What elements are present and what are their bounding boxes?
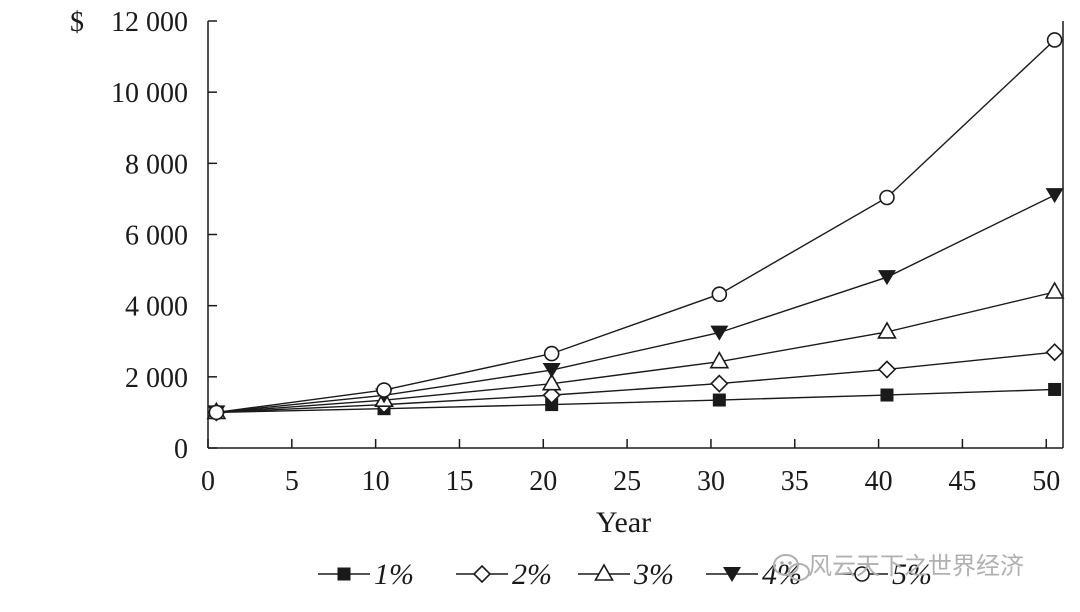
data-point-2pct — [542, 385, 561, 405]
y-tick-label: 6 000 — [125, 221, 188, 252]
data-point-4pct — [710, 325, 729, 341]
legend-label-5pct: 5% — [892, 558, 932, 591]
y-tick-label: 0 — [174, 434, 188, 465]
watermark: 风云天下之世界经济 — [773, 552, 1024, 581]
legend-marker-3pct — [594, 563, 614, 581]
data-point-1pct — [880, 388, 894, 402]
y-unit-label: $ — [70, 7, 84, 38]
legend-marker-1pct — [337, 567, 351, 581]
data-point-3pct — [1044, 281, 1065, 299]
series-lines — [216, 39, 1056, 414]
series-line-1pct — [216, 388, 1055, 414]
y-tick-label: 10 000 — [111, 78, 188, 109]
x-tick-label: 35 — [781, 466, 809, 497]
watermark-text: 风云天下之世界经济 — [808, 552, 1024, 580]
data-point-5pct — [543, 345, 560, 362]
data-point-5pct — [711, 286, 728, 303]
legend-label-3pct: 3% — [633, 558, 674, 591]
y-tick-label: 4 000 — [125, 292, 188, 323]
x-tick-label: 10 — [362, 466, 390, 497]
series-line-5pct — [216, 39, 1056, 414]
series-line-3pct — [216, 291, 1055, 414]
x-tick-label: 50 — [1032, 466, 1060, 497]
data-point-5pct — [1046, 32, 1063, 48]
data-point-1pct — [545, 398, 559, 412]
series-markers — [206, 32, 1065, 422]
data-point-3pct — [877, 321, 897, 339]
legend-marker-4pct — [723, 567, 741, 582]
x-tick-label: 0 — [201, 466, 215, 497]
legend: 1% 2% 3% 4% 5% — [318, 558, 932, 591]
legend-marker-2pct — [472, 564, 492, 584]
data-point-2pct — [710, 374, 729, 393]
data-point-4pct — [542, 363, 561, 379]
x-tick-label: 45 — [948, 466, 976, 497]
y-tick-label: 12 000 — [111, 7, 188, 38]
x-axis-title: Year — [596, 506, 651, 539]
x-tick-label: 40 — [865, 466, 893, 497]
y-tick-label: 2 000 — [125, 363, 188, 394]
data-point-1pct — [712, 393, 726, 407]
data-point-4pct — [877, 270, 896, 286]
data-point-5pct — [208, 404, 225, 421]
legend-marker-5pct — [854, 566, 870, 582]
data-point-4pct — [1045, 188, 1064, 204]
x-tick-label: 5 — [285, 466, 299, 497]
x-tick-label: 25 — [613, 466, 641, 497]
wechat-icon — [773, 554, 810, 581]
data-point-5pct — [376, 382, 392, 398]
legend-label-2pct: 2% — [512, 558, 552, 591]
x-tick-label: 30 — [697, 466, 725, 497]
x-tick-label: 20 — [529, 466, 557, 497]
series-line-2pct — [216, 351, 1055, 414]
x-tick-label: 15 — [445, 466, 473, 497]
data-point-5pct — [879, 189, 895, 206]
legend-label-1pct: 1% — [374, 558, 414, 591]
data-point-2pct — [1045, 343, 1064, 362]
y-tick-label: 8 000 — [125, 149, 188, 180]
data-point-3pct — [709, 351, 730, 369]
data-point-2pct — [877, 360, 897, 379]
chart-axes: 0 2 000 4 000 6 000 8 000 10 000 12 000 $0 5 10 15… — [70, 7, 1064, 539]
series-line-4pct — [216, 194, 1055, 414]
data-point-3pct — [541, 373, 562, 391]
data-point-1pct — [1048, 382, 1062, 396]
